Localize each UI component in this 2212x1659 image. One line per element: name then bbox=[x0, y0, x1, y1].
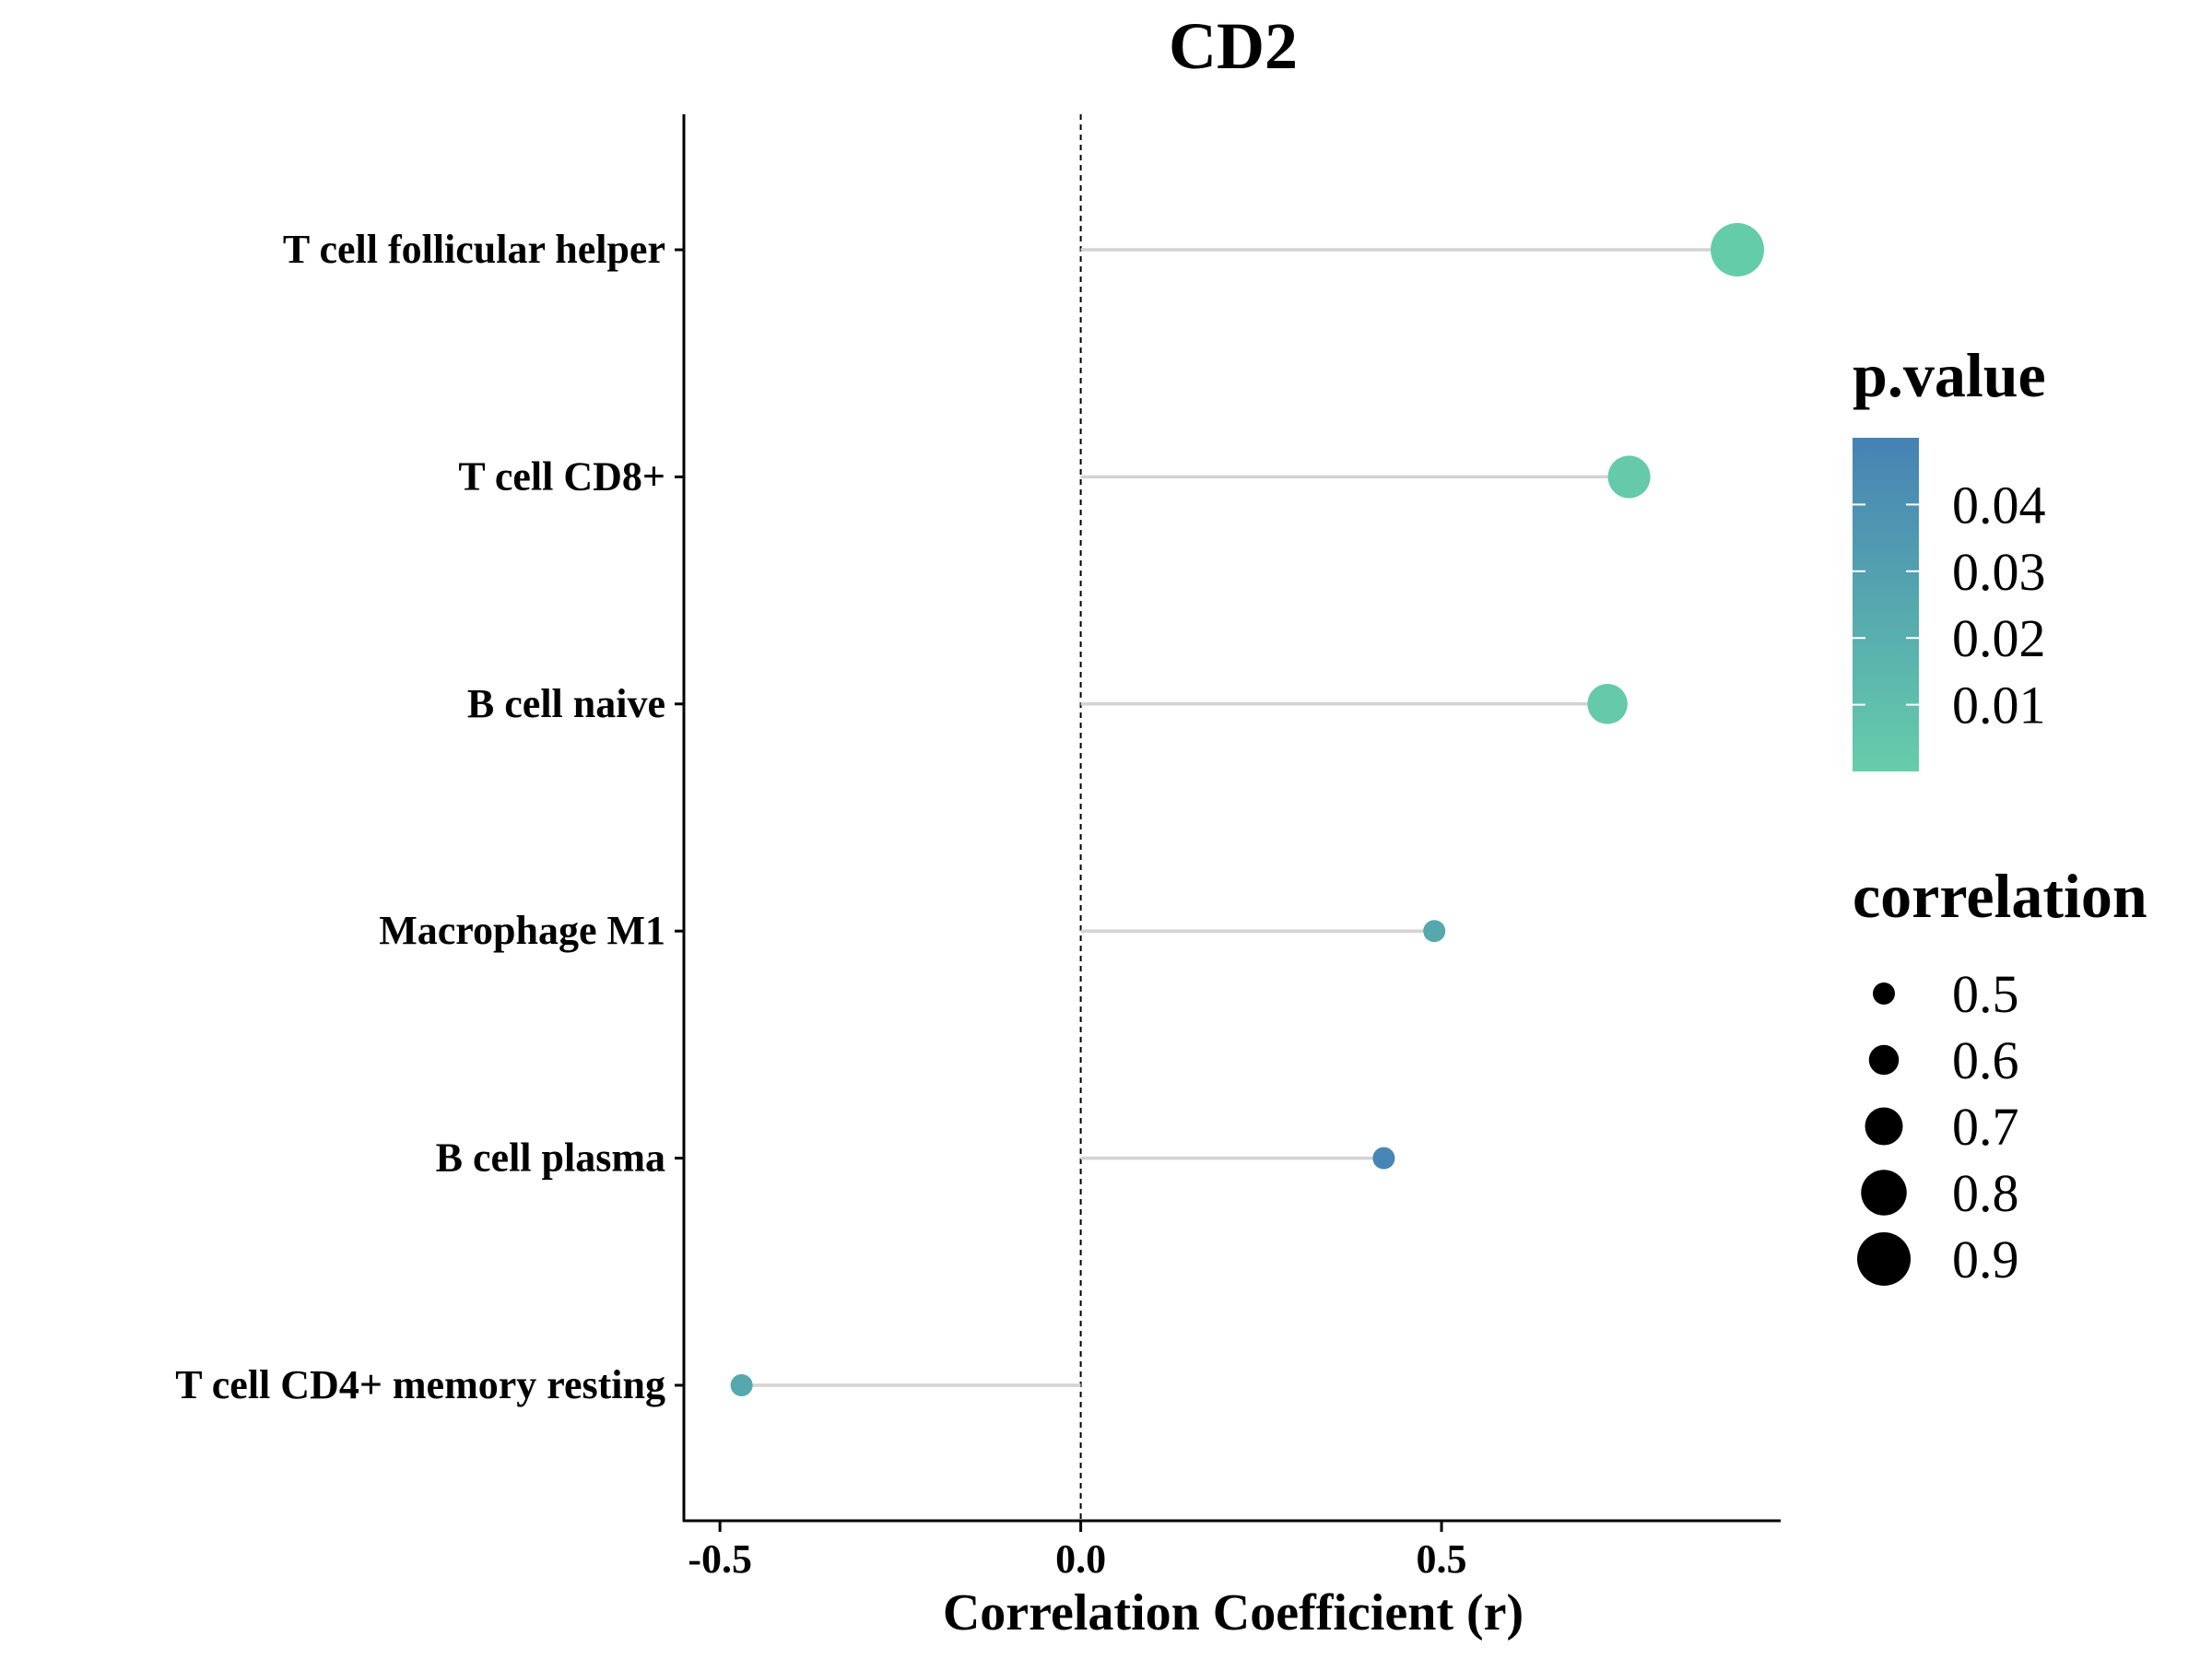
x-axis-title: Correlation Coefficient (r) bbox=[943, 1584, 1524, 1641]
chart-title: CD2 bbox=[1169, 9, 1298, 83]
color-legend: p.value 0.04 0.030.02 0.01 bbox=[1853, 340, 2046, 771]
size-legend-title: correlation bbox=[1853, 861, 2147, 931]
size-legend-key bbox=[1873, 982, 1895, 1005]
size-legend: correlation 0.50.6 0.70.8 0.9 bbox=[1853, 861, 2147, 1289]
x-tick-label: -0.5 bbox=[688, 1536, 752, 1582]
size-legend-label: 0.6 bbox=[1952, 1030, 2019, 1090]
data-point bbox=[1711, 223, 1765, 276]
size-legend-key bbox=[1861, 1170, 1907, 1216]
color-legend-bar bbox=[1853, 438, 1919, 771]
size-legend-key bbox=[1865, 1107, 1903, 1146]
color-legend-label: 0.01 bbox=[1952, 676, 2046, 735]
data-point bbox=[1607, 455, 1651, 499]
size-legend-label: 0.7 bbox=[1952, 1097, 2019, 1157]
color-legend-title: p.value bbox=[1853, 340, 2046, 410]
y-tick-label: T cell follicular helper bbox=[283, 227, 665, 272]
y-tick-label: T cell CD8+ bbox=[458, 453, 665, 499]
y-tick-label: B cell naive bbox=[467, 681, 665, 726]
y-tick-label: Macrophage M1 bbox=[379, 908, 665, 953]
y-tick-label: B cell plasma bbox=[436, 1135, 665, 1181]
color-legend-label: 0.04 bbox=[1952, 475, 2046, 535]
size-legend-label: 0.8 bbox=[1952, 1163, 2019, 1223]
x-tick-label: 0.5 bbox=[1417, 1536, 1467, 1582]
data-point bbox=[730, 1374, 753, 1396]
color-legend-label: 0.03 bbox=[1952, 542, 2046, 602]
size-legend-key bbox=[1868, 1044, 1900, 1076]
color-legend-label: 0.02 bbox=[1952, 608, 2046, 668]
size-legend-label: 0.5 bbox=[1952, 964, 2019, 1024]
y-tick-label: T cell CD4+ memory resting bbox=[175, 1362, 665, 1407]
x-tick-label: 0.0 bbox=[1055, 1536, 1106, 1582]
data-point bbox=[1587, 684, 1628, 724]
data-point bbox=[1423, 920, 1446, 943]
size-legend-key bbox=[1857, 1232, 1911, 1286]
plot-area: T cell follicular helper T cell CD8+ B cel… bbox=[175, 114, 1781, 1582]
size-legend-label: 0.9 bbox=[1952, 1230, 2019, 1289]
data-point bbox=[1372, 1147, 1395, 1170]
